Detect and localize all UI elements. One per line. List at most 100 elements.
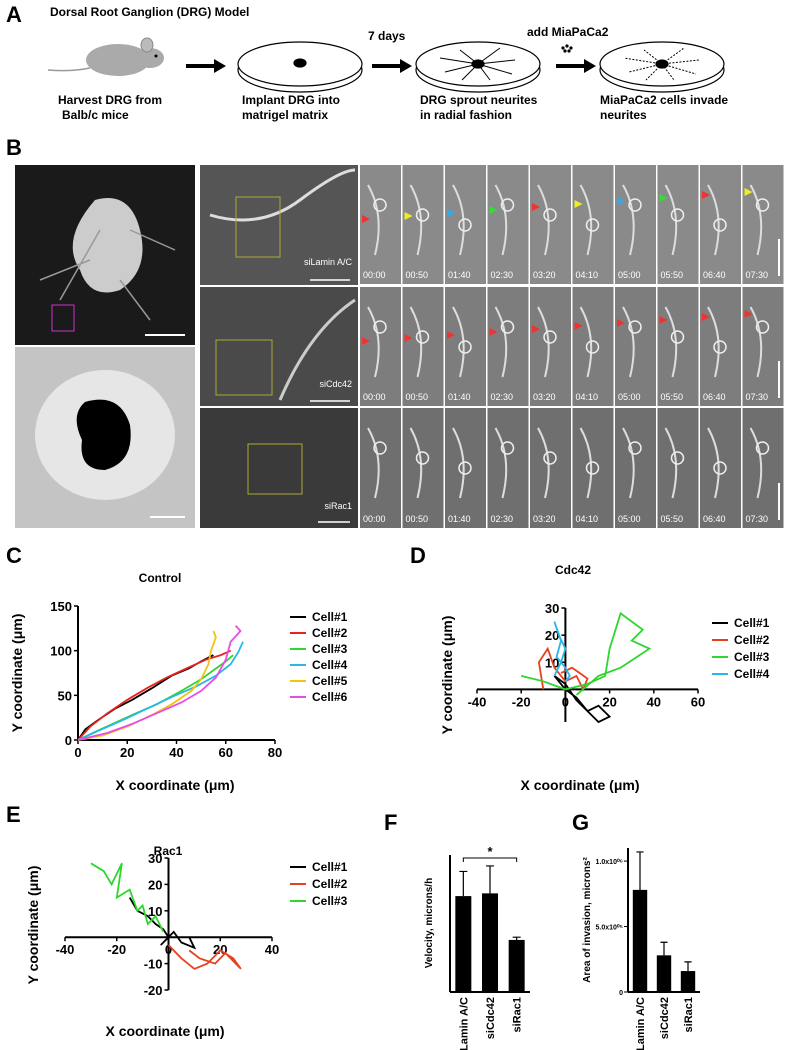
x-tick-label: 80 [268, 745, 282, 760]
y-tick-label: 0 [65, 733, 72, 748]
tracking-arrow [702, 191, 710, 199]
time-lapse-frame [402, 165, 444, 284]
trajectory [77, 654, 234, 741]
cell-outline [664, 184, 678, 256]
cell [670, 451, 685, 465]
step-caption: neurites [600, 108, 647, 122]
time-lapse-frame [360, 287, 401, 406]
timestamp: 06:40 [703, 392, 726, 402]
time-lapse-frame [657, 287, 699, 406]
time-lapse-frame [572, 408, 614, 528]
time-lapse-frame [615, 287, 656, 406]
x-axis-label: X coordinate (μm) [520, 777, 639, 793]
trajectory [553, 621, 571, 682]
legend-label: Cell#1 [312, 610, 348, 624]
y-tick-label: 150 [50, 599, 72, 614]
cell-outline [749, 427, 763, 499]
timestamp: 03:20 [533, 514, 556, 524]
cell-outline [409, 184, 423, 256]
y-tick-label: -20 [144, 983, 163, 998]
panel-letter: A [6, 2, 22, 27]
error-bar [636, 851, 644, 890]
time-lapse-frame [742, 287, 784, 406]
cell-outline [749, 306, 763, 378]
x-tick-label: -40 [468, 694, 487, 709]
cell [755, 198, 770, 212]
time-lapse-frame [487, 408, 529, 528]
category-label: siRac1 [512, 997, 524, 1032]
cell-outline [494, 184, 508, 256]
mouse-icon [47, 37, 164, 76]
chart-title: Cdc42 [555, 563, 591, 577]
cell [713, 340, 727, 354]
timestamp: 02:30 [491, 270, 514, 280]
cell [415, 208, 430, 222]
tracking-arrow [617, 197, 625, 205]
tracking-arrow [532, 203, 540, 211]
cell [458, 461, 472, 475]
cell [415, 330, 430, 344]
x-tick-label: -40 [56, 942, 75, 957]
panel-a-title: Dorsal Root Ganglion (DRG) Model [50, 5, 249, 19]
y-tick-label: -10 [144, 957, 163, 972]
y-tick-label: 30 [148, 851, 162, 866]
cell [500, 441, 515, 455]
cell [543, 451, 557, 465]
timestamp: 05:00 [618, 392, 641, 402]
timestamp: 00:00 [363, 392, 386, 402]
cell [585, 218, 600, 232]
panel-letter: C [6, 543, 22, 568]
condition-label: siLamin A/C [304, 257, 353, 267]
tracking-arrow [702, 313, 710, 321]
time-lapse-frame [445, 165, 486, 284]
y-tick-label: 5.0x10⁰⁵ [595, 924, 623, 932]
trajectory [167, 944, 242, 970]
time-lapse-frame [657, 408, 699, 528]
trajectory [77, 630, 217, 741]
cell [543, 330, 557, 344]
arrow-label: add MiaPaCa2 [527, 25, 609, 39]
legend-label: Cell#2 [734, 633, 770, 647]
x-tick-label: 40 [169, 745, 183, 760]
cell [415, 451, 430, 465]
y-tick-label: 50 [58, 688, 72, 703]
x-tick-label: 40 [265, 942, 279, 957]
panel-letter: D [410, 543, 426, 568]
tracking-arrow [404, 334, 413, 342]
time-lapse-frame [530, 165, 571, 284]
error-bar [684, 961, 692, 972]
timestamp: 05:00 [618, 514, 641, 524]
timestamp: 05:50 [661, 392, 684, 402]
cell-outline [664, 427, 678, 499]
bar [455, 896, 472, 992]
x-tick-label: -20 [107, 942, 126, 957]
trajectory [90, 862, 165, 933]
bar [508, 939, 525, 992]
tracking-arrow [404, 212, 413, 220]
cell-outline [367, 427, 380, 499]
x-tick-label: 20 [120, 745, 134, 760]
timestamp: 05:00 [618, 270, 641, 280]
significance-bracket [462, 857, 518, 862]
y-axis-label: Y coordinate (μm) [9, 614, 25, 733]
tracking-arrow [574, 200, 583, 208]
trajectory [553, 675, 612, 724]
cell-outline [537, 306, 550, 378]
cell [458, 340, 472, 354]
cell-outline [579, 184, 593, 256]
cell [373, 198, 387, 212]
step-caption: Harvest DRG from [58, 93, 162, 107]
cell [543, 208, 557, 222]
legend-label: Cell#3 [734, 650, 770, 664]
legend-label: Cell#3 [312, 894, 348, 908]
cell-outline [452, 306, 465, 378]
time-lapse-frame [700, 287, 741, 406]
time-lapse-frame [615, 408, 656, 528]
panel-letter: E [6, 802, 21, 827]
condition-label: siRac1 [324, 501, 352, 511]
time-lapse-frame [360, 408, 401, 528]
legend-label: Cell#4 [734, 667, 770, 681]
y-tick-label: 100 [50, 644, 72, 659]
cell-outline [622, 306, 635, 378]
x-tick-label: 60 [219, 745, 233, 760]
